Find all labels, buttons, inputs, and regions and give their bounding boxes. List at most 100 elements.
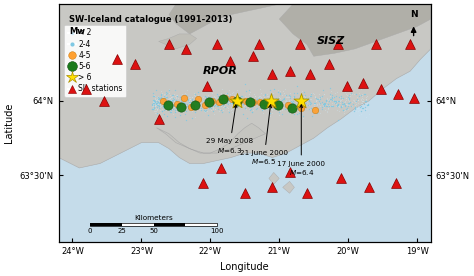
Point — [270, 101, 277, 105]
Point — [298, 105, 306, 110]
Point — [194, 97, 202, 102]
Point — [191, 101, 198, 106]
Point — [153, 98, 161, 102]
Point — [309, 113, 316, 118]
Point — [294, 99, 301, 104]
Point — [228, 107, 236, 111]
Point — [315, 100, 323, 105]
Point — [218, 86, 226, 91]
Point — [205, 100, 213, 105]
Point — [100, 99, 107, 103]
Point — [355, 91, 363, 95]
Point — [372, 42, 380, 47]
Point — [314, 108, 322, 112]
Point — [177, 109, 185, 113]
Point — [237, 99, 245, 104]
Point — [163, 113, 171, 118]
Point — [260, 100, 267, 104]
Point — [321, 101, 329, 105]
Point — [316, 96, 323, 100]
Point — [268, 103, 276, 107]
Point — [187, 105, 195, 109]
Point — [268, 94, 276, 99]
Point — [158, 97, 165, 102]
Point — [210, 97, 218, 101]
Point — [328, 93, 336, 97]
Point — [155, 104, 163, 108]
Point — [255, 96, 263, 100]
Point — [354, 104, 362, 108]
Point — [161, 105, 169, 110]
Point — [319, 94, 326, 98]
Point — [345, 96, 352, 100]
Point — [324, 107, 331, 111]
Point — [159, 102, 167, 107]
Point — [209, 101, 216, 105]
Point — [323, 104, 330, 108]
Point — [285, 103, 292, 107]
Point — [287, 99, 295, 103]
Point — [241, 99, 248, 103]
Point — [242, 100, 249, 104]
Point — [219, 94, 227, 98]
Point — [310, 109, 318, 113]
Point — [223, 91, 231, 95]
Point — [285, 99, 293, 104]
Point — [160, 98, 168, 102]
Polygon shape — [283, 181, 294, 193]
Point — [165, 42, 173, 47]
Point — [326, 99, 333, 104]
Point — [209, 99, 216, 103]
Point — [273, 96, 281, 101]
Point — [363, 103, 371, 107]
Point — [342, 102, 350, 107]
Point — [213, 42, 221, 47]
Point — [305, 99, 313, 103]
Point — [263, 106, 270, 111]
Point — [170, 102, 177, 107]
Point — [172, 105, 180, 110]
Point — [302, 100, 310, 105]
Point — [365, 185, 373, 190]
Point — [334, 104, 341, 108]
Point — [154, 100, 161, 105]
Point — [313, 111, 321, 115]
Point — [229, 94, 237, 99]
Point — [191, 92, 199, 96]
Point — [209, 106, 217, 110]
Point — [332, 99, 339, 103]
Point — [286, 170, 293, 175]
Point — [253, 106, 261, 110]
Point — [270, 96, 277, 101]
Point — [338, 97, 346, 101]
Point — [322, 98, 330, 103]
Point — [264, 98, 271, 103]
Point — [285, 100, 293, 104]
Point — [266, 111, 274, 115]
Point — [306, 94, 314, 98]
Point — [327, 97, 335, 101]
Point — [310, 102, 318, 106]
Point — [171, 103, 179, 107]
Point — [225, 98, 232, 103]
Bar — [90, 223, 218, 226]
Point — [256, 94, 264, 98]
Point — [151, 101, 158, 106]
Point — [264, 97, 272, 102]
Point — [252, 107, 260, 111]
Point — [168, 106, 176, 110]
Point — [191, 110, 199, 114]
Point — [163, 104, 171, 109]
Point — [165, 91, 173, 95]
Point — [358, 94, 366, 98]
Point — [215, 97, 223, 101]
Point — [293, 112, 301, 116]
Point — [253, 105, 261, 110]
Point — [188, 95, 196, 99]
Point — [338, 103, 346, 107]
Point — [185, 97, 193, 101]
Point — [263, 96, 270, 101]
Point — [217, 166, 225, 170]
Point — [343, 102, 351, 107]
Point — [229, 98, 237, 102]
